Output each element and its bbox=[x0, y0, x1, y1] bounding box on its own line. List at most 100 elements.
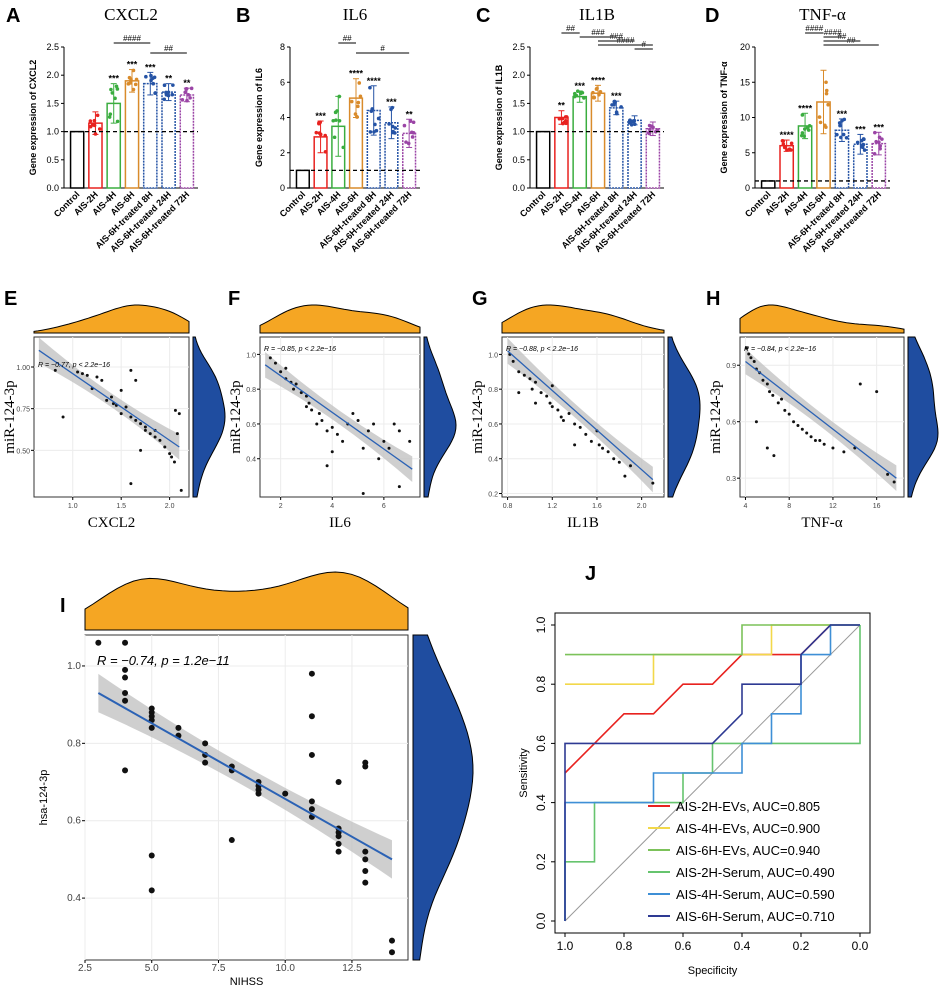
data-point bbox=[148, 724, 155, 731]
density-side bbox=[423, 336, 457, 498]
data-point bbox=[335, 432, 339, 436]
data-point bbox=[768, 390, 772, 394]
data-point bbox=[382, 439, 386, 443]
chart-title: CXCL2 bbox=[104, 5, 158, 24]
bar bbox=[535, 130, 551, 189]
data-dot bbox=[844, 136, 849, 140]
y-tick-label: 0.2 bbox=[534, 853, 548, 870]
data-point bbox=[330, 450, 334, 454]
data-dot bbox=[358, 94, 363, 99]
data-point bbox=[307, 401, 311, 405]
data-point bbox=[813, 439, 817, 443]
data-point bbox=[392, 422, 396, 426]
y-tick-label: 0.9 bbox=[726, 363, 736, 370]
data-dot bbox=[824, 80, 828, 85]
y-tick-label: 0.8 bbox=[534, 676, 548, 693]
data-dot bbox=[166, 90, 171, 95]
data-dot bbox=[877, 135, 882, 140]
data-dot bbox=[826, 102, 830, 107]
data-point bbox=[765, 382, 769, 386]
data-dot bbox=[188, 96, 192, 100]
correlation-annotation: R = −0.85, p < 2.2e−16 bbox=[264, 346, 336, 353]
data-point bbox=[747, 352, 751, 356]
data-dot bbox=[356, 100, 361, 105]
data-point bbox=[534, 380, 538, 384]
data-dot bbox=[823, 123, 827, 128]
data-point bbox=[573, 443, 577, 447]
data-dot bbox=[402, 123, 407, 128]
data-point bbox=[273, 361, 277, 365]
data-point bbox=[372, 422, 376, 426]
data-point bbox=[792, 420, 796, 424]
data-dot bbox=[317, 131, 322, 135]
y-tick-label: 0.6 bbox=[534, 735, 548, 752]
data-point bbox=[623, 474, 627, 478]
data-dot bbox=[409, 130, 414, 135]
bracket-label: #### bbox=[824, 28, 842, 37]
data-dot bbox=[839, 135, 843, 140]
bracket-label: ## bbox=[343, 34, 352, 43]
data-point bbox=[362, 856, 369, 863]
data-dot bbox=[878, 146, 882, 151]
data-point bbox=[356, 418, 360, 422]
y-tick-label: 0.8 bbox=[246, 387, 256, 394]
data-point bbox=[377, 457, 381, 461]
data-point bbox=[129, 415, 133, 419]
y-axis-label: Gene expression of IL1B bbox=[494, 64, 504, 170]
data-dot bbox=[353, 112, 358, 116]
x-tick-label: 2 bbox=[279, 503, 283, 510]
y-tick-label: 0.4 bbox=[246, 457, 256, 464]
density-top bbox=[501, 304, 665, 334]
data-dot bbox=[837, 121, 842, 125]
data-point bbox=[534, 401, 538, 405]
data-dot bbox=[838, 123, 842, 128]
data-dot bbox=[411, 120, 416, 125]
significance-stars: *** bbox=[611, 91, 622, 101]
data-point bbox=[172, 460, 176, 464]
data-dot bbox=[391, 130, 395, 135]
x-tick-label: 0.6 bbox=[675, 939, 692, 953]
data-dot bbox=[185, 98, 189, 103]
data-dot bbox=[332, 135, 337, 140]
data-point bbox=[158, 438, 162, 442]
data-dot bbox=[134, 77, 139, 82]
data-dot bbox=[183, 90, 187, 95]
data-point bbox=[573, 422, 577, 426]
data-dot bbox=[629, 123, 634, 127]
significance-stars: *** bbox=[127, 60, 138, 70]
regression-line bbox=[745, 360, 897, 479]
data-point bbox=[752, 359, 756, 363]
data-point bbox=[612, 457, 616, 461]
data-point bbox=[589, 439, 593, 443]
data-point bbox=[858, 382, 862, 386]
panel-letter: D bbox=[705, 5, 719, 27]
plot-area bbox=[84, 634, 409, 961]
data-dot bbox=[631, 119, 635, 124]
data-point bbox=[530, 387, 534, 391]
y-tick-label: 4 bbox=[280, 113, 285, 123]
data-dot bbox=[164, 93, 169, 97]
data-dot bbox=[349, 99, 354, 104]
panel-letter: C bbox=[476, 5, 490, 27]
data-point bbox=[148, 887, 155, 894]
data-point bbox=[783, 408, 787, 412]
significance-stars: *** bbox=[874, 122, 885, 132]
data-point bbox=[143, 428, 147, 432]
data-dot bbox=[806, 128, 811, 132]
data-point bbox=[179, 488, 183, 492]
significance-stars: ** bbox=[183, 78, 191, 88]
data-point bbox=[745, 346, 749, 350]
significance-stars: ** bbox=[406, 109, 414, 119]
density-side bbox=[667, 336, 701, 498]
y-tick-label: 1.0 bbox=[67, 661, 81, 672]
data-dot bbox=[186, 92, 191, 97]
data-point bbox=[119, 388, 123, 392]
y-tick-label: 0.3 bbox=[726, 476, 736, 483]
significance-stars: *** bbox=[315, 111, 326, 121]
data-dot bbox=[835, 132, 839, 137]
x-axis-label: Specificity bbox=[688, 965, 738, 977]
data-dot bbox=[591, 95, 596, 99]
data-dot bbox=[162, 83, 167, 88]
